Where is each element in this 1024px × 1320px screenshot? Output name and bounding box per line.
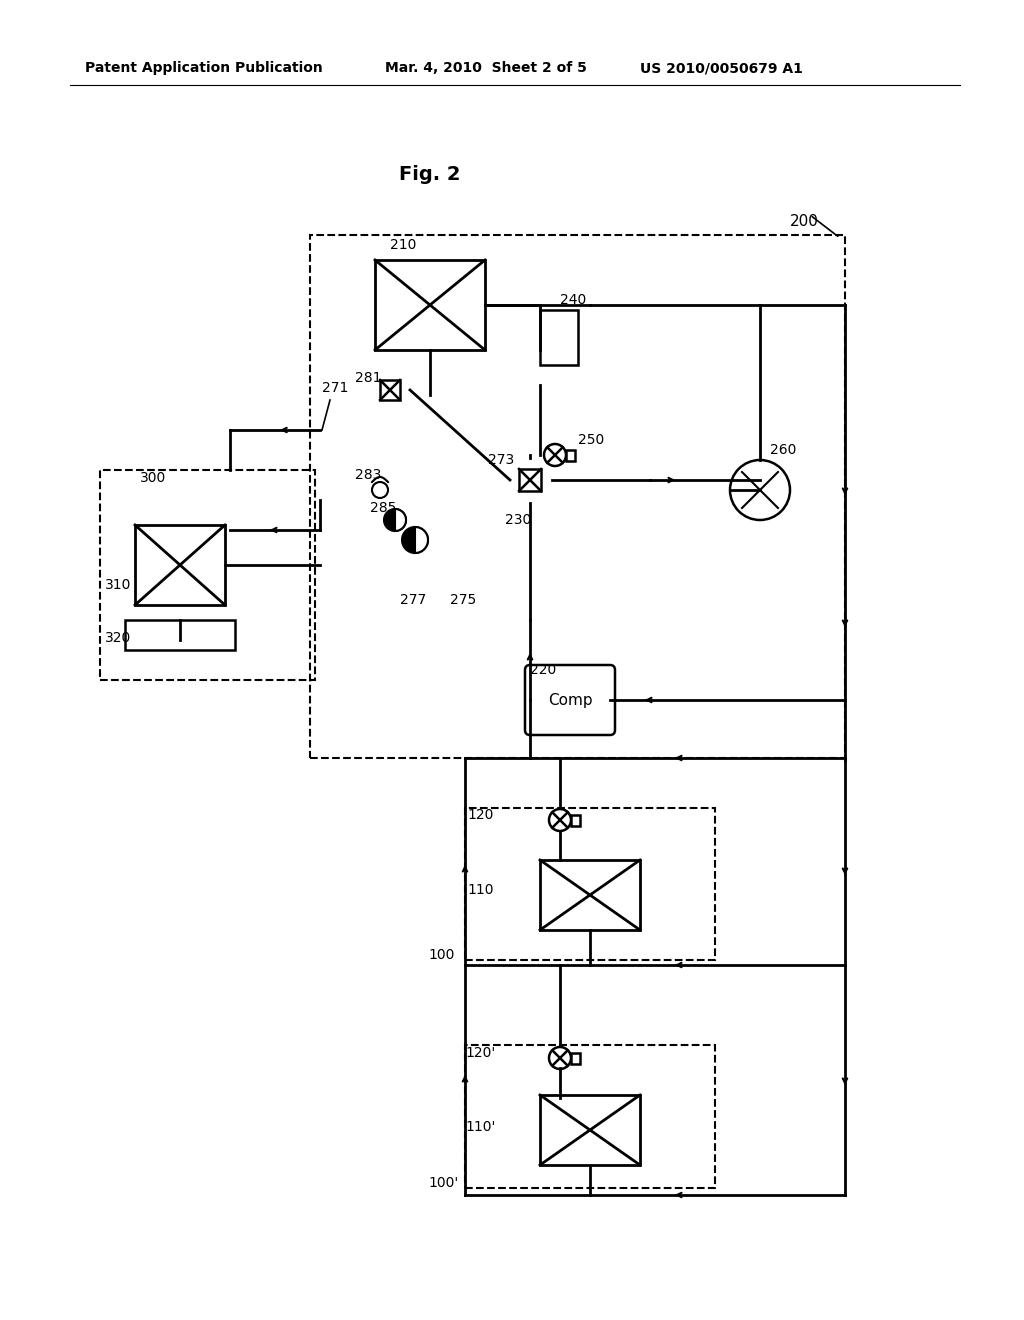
Bar	[100, 470, 315, 680]
Text: 240: 240	[560, 293, 587, 308]
Text: 320: 320	[105, 631, 131, 645]
Circle shape	[549, 1047, 571, 1069]
Text: 271: 271	[322, 381, 348, 395]
Bar	[566, 450, 574, 461]
Bar	[375, 260, 485, 350]
Wedge shape	[415, 527, 428, 553]
Text: 281: 281	[355, 371, 382, 385]
Text: Patent Application Publication: Patent Application Publication	[85, 61, 323, 75]
Bar	[465, 808, 715, 960]
Bar	[135, 525, 225, 605]
Bar	[519, 469, 541, 491]
Text: 285: 285	[370, 502, 396, 515]
Bar	[540, 861, 640, 931]
Text: 110': 110'	[465, 1119, 496, 1134]
Circle shape	[384, 510, 406, 531]
Text: Comp: Comp	[548, 693, 592, 708]
Text: US 2010/0050679 A1: US 2010/0050679 A1	[640, 61, 803, 75]
Circle shape	[544, 444, 566, 466]
Bar	[125, 620, 234, 649]
Text: 283: 283	[355, 469, 381, 482]
Text: 200: 200	[790, 214, 819, 230]
Text: 310: 310	[105, 578, 131, 591]
Wedge shape	[395, 510, 406, 531]
Text: 100': 100'	[428, 1176, 459, 1191]
Bar	[540, 310, 578, 366]
Text: 300: 300	[140, 471, 166, 484]
Bar	[571, 814, 580, 825]
Text: 230: 230	[505, 513, 531, 527]
Text: 100: 100	[428, 948, 455, 962]
Circle shape	[402, 527, 428, 553]
Text: 120': 120'	[465, 1045, 496, 1060]
Text: 220: 220	[530, 663, 556, 677]
Bar	[310, 235, 845, 758]
Text: 120: 120	[467, 808, 494, 822]
Text: Mar. 4, 2010  Sheet 2 of 5: Mar. 4, 2010 Sheet 2 of 5	[385, 61, 587, 75]
Text: 250: 250	[578, 433, 604, 447]
Text: Fig. 2: Fig. 2	[399, 165, 461, 185]
Bar	[380, 380, 400, 400]
Circle shape	[549, 809, 571, 832]
Bar	[540, 1096, 640, 1166]
Text: 273: 273	[488, 453, 514, 467]
Text: 210: 210	[390, 238, 417, 252]
Text: 110: 110	[467, 883, 494, 898]
Text: 275: 275	[450, 593, 476, 607]
Bar	[465, 1045, 715, 1188]
Text: 277: 277	[400, 593, 426, 607]
Text: 260: 260	[770, 444, 797, 457]
Bar	[571, 1052, 580, 1064]
